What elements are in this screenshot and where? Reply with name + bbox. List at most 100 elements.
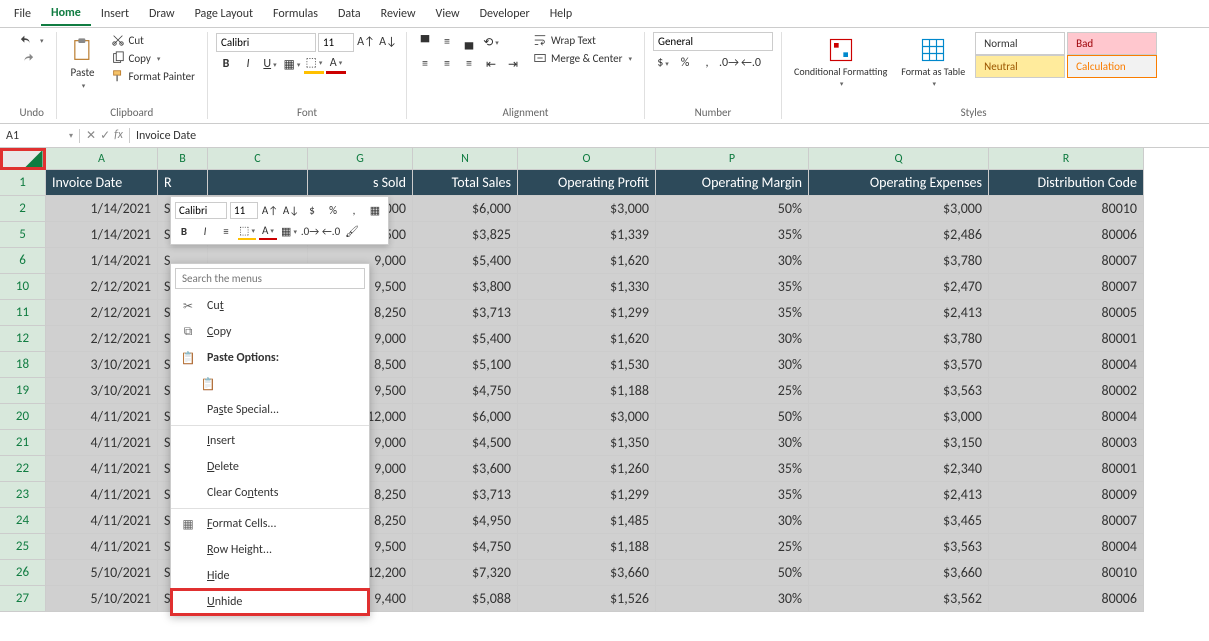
cell[interactable]: $1,339 (518, 222, 656, 248)
cell[interactable]: 30% (656, 248, 809, 274)
mini-fp-icon[interactable]: 🖌 (343, 222, 361, 240)
row-header-26[interactable]: 26 (0, 560, 46, 586)
cell[interactable]: 80006 (989, 222, 1144, 248)
cell[interactable]: 35% (656, 482, 809, 508)
wrap-text-button[interactable]: Wrap Text (529, 32, 636, 48)
select-all-corner[interactable] (0, 148, 46, 170)
cell[interactable]: 30% (656, 326, 809, 352)
cell[interactable]: 50% (656, 560, 809, 586)
cell[interactable]: 30% (656, 352, 809, 378)
menu-tab-review[interactable]: Review (371, 3, 426, 25)
cell[interactable]: $2,413 (809, 300, 989, 326)
header-cell[interactable]: s Sold (308, 170, 413, 196)
percent-icon[interactable]: % (675, 53, 695, 73)
dec-decimal-icon[interactable]: ←.0 (741, 53, 761, 73)
ctx-copy[interactable]: ⧉Copy (171, 319, 369, 345)
formula-input[interactable]: Invoice Date (130, 129, 1209, 143)
style-neutral[interactable]: Neutral (975, 55, 1065, 78)
ctx-paste-options-[interactable]: 📋Paste Options: (171, 345, 369, 371)
mini-comma-icon[interactable]: , (345, 201, 363, 219)
mini-border-icon[interactable]: ▦ (280, 222, 298, 240)
mini-table-icon[interactable]: ▦ (366, 201, 384, 219)
row-header-12[interactable]: 12 (0, 326, 46, 352)
ctx-unhide[interactable]: Unhide (171, 589, 369, 615)
cell[interactable]: 3/10/2021 (46, 378, 158, 404)
cell[interactable]: 4/11/2021 (46, 430, 158, 456)
menu-tab-formulas[interactable]: Formulas (263, 3, 328, 25)
cell[interactable]: 1/14/2021 (46, 248, 158, 274)
cell[interactable]: $1,620 (518, 326, 656, 352)
menu-tab-developer[interactable]: Developer (470, 3, 540, 25)
cell[interactable]: $4,950 (413, 508, 518, 534)
cell[interactable]: 80001 (989, 456, 1144, 482)
cell[interactable]: $2,413 (809, 482, 989, 508)
cell[interactable]: $3,000 (809, 196, 989, 222)
cell[interactable]: $3,563 (809, 378, 989, 404)
header-cell[interactable]: R (158, 170, 208, 196)
mini-percent-icon[interactable]: % (324, 201, 342, 219)
style-calculation[interactable]: Calculation (1067, 55, 1157, 78)
cell[interactable]: $1,485 (518, 508, 656, 534)
cell[interactable]: $3,000 (518, 404, 656, 430)
row-header-21[interactable]: 21 (0, 430, 46, 456)
cell[interactable]: 35% (656, 274, 809, 300)
row-header-11[interactable]: 11 (0, 300, 46, 326)
row-header-19[interactable]: 19 (0, 378, 46, 404)
cell[interactable]: $3,000 (809, 404, 989, 430)
inc-decimal-icon[interactable]: .0→ (719, 53, 739, 73)
row-header-20[interactable]: 20 (0, 404, 46, 430)
cell[interactable]: 80007 (989, 274, 1144, 300)
cell[interactable]: 80006 (989, 586, 1144, 612)
cell[interactable]: $3,562 (809, 586, 989, 612)
cell[interactable]: $3,660 (518, 560, 656, 586)
col-header-C[interactable]: C (208, 148, 308, 170)
cell[interactable]: $3,000 (518, 196, 656, 222)
font-size-select[interactable] (318, 33, 354, 52)
cell[interactable]: 80004 (989, 534, 1144, 560)
header-cell[interactable]: Operating Margin (656, 170, 809, 196)
cell[interactable]: $3,563 (809, 534, 989, 560)
cell[interactable]: $1,620 (518, 248, 656, 274)
cell[interactable]: $1,299 (518, 300, 656, 326)
menu-tab-view[interactable]: View (426, 3, 470, 25)
border-button[interactable]: ▦ (282, 54, 302, 74)
col-header-R[interactable]: R (989, 148, 1144, 170)
conditional-formatting-button[interactable]: Conditional Formatting (790, 32, 891, 92)
header-cell[interactable]: Distribution Code (989, 170, 1144, 196)
indent-inc-icon[interactable]: ⇥ (503, 54, 523, 74)
cell[interactable]: 5/10/2021 (46, 560, 158, 586)
cell[interactable]: 80010 (989, 196, 1144, 222)
paste-button[interactable]: Paste (65, 32, 101, 94)
cell[interactable]: $7,320 (413, 560, 518, 586)
cell[interactable]: 30% (656, 430, 809, 456)
italic-button[interactable]: I (238, 54, 258, 74)
mini-font-color-icon[interactable]: A (259, 222, 277, 240)
ctx-insert[interactable]: Insert (171, 428, 369, 454)
ctx-hide[interactable]: Hide (171, 563, 369, 589)
cell[interactable]: $5,400 (413, 248, 518, 274)
underline-button[interactable]: U (260, 54, 280, 74)
row-header-27[interactable]: 27 (0, 586, 46, 612)
ctx-row-height-[interactable]: Row Height... (171, 537, 369, 563)
menu-tab-insert[interactable]: Insert (91, 3, 139, 25)
cell[interactable]: 25% (656, 378, 809, 404)
mini-inc-dec-icon[interactable]: .0→ (301, 222, 319, 240)
menu-tab-page-layout[interactable]: Page Layout (185, 3, 263, 25)
redo-button[interactable] (16, 50, 48, 66)
increase-font-icon[interactable]: A↑ (356, 32, 376, 52)
cell[interactable]: 80004 (989, 352, 1144, 378)
cell[interactable]: $5,400 (413, 326, 518, 352)
menu-tab-data[interactable]: Data (328, 3, 371, 25)
cell[interactable]: $3,780 (809, 326, 989, 352)
mini-dec-font-icon[interactable]: A↓ (282, 201, 300, 219)
col-header-G[interactable]: G (308, 148, 413, 170)
cell[interactable]: $3,713 (413, 482, 518, 508)
comma-icon[interactable]: , (697, 53, 717, 73)
align-bot-icon[interactable]: ▄ (459, 32, 479, 52)
cell[interactable]: $1,530 (518, 352, 656, 378)
cell[interactable]: 1/14/2021 (46, 222, 158, 248)
cell[interactable]: 80007 (989, 508, 1144, 534)
cell[interactable]: 4/11/2021 (46, 508, 158, 534)
format-as-table-button[interactable]: Format as Table (897, 32, 969, 92)
name-box[interactable]: A1 (0, 129, 80, 143)
